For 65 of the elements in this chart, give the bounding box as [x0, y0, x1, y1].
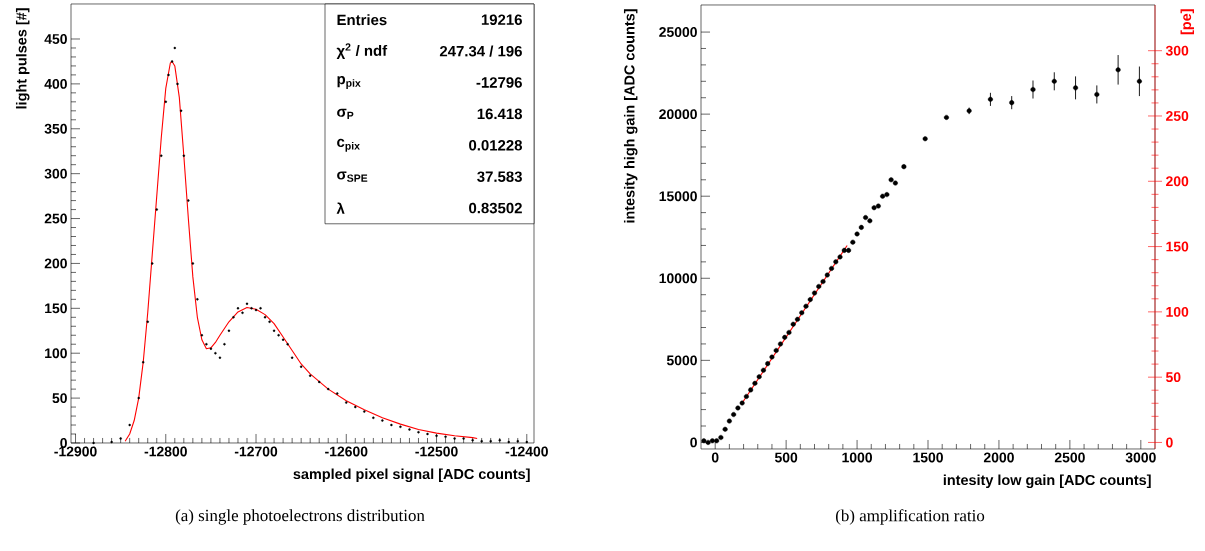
- y2-tick-label: 300: [1165, 45, 1189, 56]
- y-tick-label: 5000: [666, 355, 697, 366]
- y-axis-title: intesity high gain [ADC counts]: [623, 9, 638, 223]
- x-axis-title: sampled pixel signal [ADC counts]: [293, 468, 530, 483]
- annotation: 19216: [481, 14, 522, 25]
- y-tick-label: 350: [44, 123, 67, 134]
- x-tick-label: 2000: [983, 452, 1014, 463]
- x-tick-label: -12800: [144, 446, 187, 457]
- y-tick-label: 200: [44, 258, 67, 269]
- annotation: 0.83502: [469, 202, 522, 214]
- x-tick-label: 500: [774, 452, 798, 463]
- point: [987, 96, 993, 102]
- point: [1009, 100, 1015, 106]
- annotation: -12796: [476, 77, 522, 88]
- x-tick-label: 0: [711, 452, 719, 463]
- y-tick-label: 10000: [659, 273, 697, 284]
- y2-tick-label: 0: [1166, 437, 1173, 448]
- annotation: σ$_{P}$: [337, 108, 354, 119]
- text: (a) single photoelectrons distribution: [175, 509, 425, 525]
- y-tick-label: 400: [44, 78, 67, 89]
- y-tick-label: 100: [45, 348, 67, 359]
- annotation: 0.01228: [469, 140, 523, 151]
- point: [1073, 85, 1079, 91]
- y2-tick-label: 250: [1166, 111, 1189, 121]
- x-tick-label: -12700: [234, 446, 278, 457]
- y-tick-label: 20000: [659, 109, 697, 120]
- y2-axis-title: [pe]: [1180, 9, 1194, 35]
- x-tick-label: -12600: [325, 446, 368, 457]
- x-tick-label: 2500: [1054, 452, 1085, 463]
- annotation: c$_{pix}$: [337, 138, 360, 152]
- y2-tick-label: 200: [1166, 176, 1189, 187]
- y-tick-label: 150: [45, 303, 67, 314]
- annotation: 247.34 / 196: [439, 45, 522, 57]
- y2-tick-label: 150: [1166, 241, 1189, 252]
- y2-tick-label: 100: [1166, 306, 1189, 317]
- x-axis-title: intesity low gain [ADC counts]: [943, 474, 1151, 489]
- point: [1051, 78, 1057, 84]
- y-tick-label: 300: [44, 168, 67, 179]
- y2-tick-label: 50: [1165, 372, 1181, 383]
- annotation: σ$_{SPE}$: [337, 171, 368, 182]
- point: [1094, 91, 1100, 97]
- point: [1136, 78, 1142, 84]
- y-tick-label: 25000: [659, 27, 697, 38]
- x-tick-label: 1000: [842, 452, 873, 463]
- y-tick-label: 50: [52, 393, 67, 404]
- x-tick-label: 1500: [913, 452, 943, 463]
- annotation: p$_{pix}$: [337, 76, 361, 89]
- y-axis-title: light pulses [#]: [15, 8, 30, 109]
- y-tick-label: 250: [44, 213, 67, 224]
- annotation: 16.418: [477, 108, 523, 120]
- point: [1030, 87, 1036, 93]
- annotation: χ$^{2}$ / ndf: [336, 43, 388, 59]
- y-tick-label: 0: [690, 437, 697, 448]
- annotation: λ: [336, 202, 345, 214]
- y-tick-label: 15000: [659, 191, 697, 202]
- annotation: Entries: [337, 14, 387, 26]
- x-tick-label: -12400: [505, 446, 548, 457]
- point: [1115, 67, 1121, 73]
- x-tick-label: 3000: [1125, 452, 1156, 463]
- x-tick-label: -12900: [54, 446, 97, 457]
- text: (b) amplification ratio: [835, 509, 985, 525]
- y-tick-label: 450: [44, 34, 67, 44]
- y-tick-label: 0: [60, 438, 67, 448]
- x-tick-label: -12500: [415, 446, 458, 457]
- annotation: 37.583: [477, 171, 522, 182]
